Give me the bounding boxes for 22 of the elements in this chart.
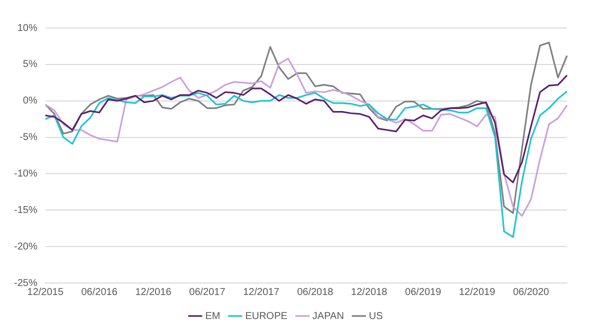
legend-label: JAPAN bbox=[312, 310, 344, 322]
legend-label: US bbox=[368, 310, 384, 322]
x-tick-label: 12/2017 bbox=[243, 286, 280, 298]
y-tick-label: 5% bbox=[22, 59, 38, 70]
y-tick-label: -25% bbox=[14, 278, 38, 289]
legend-label: EUROPE bbox=[245, 310, 288, 322]
y-tick-label: -5% bbox=[20, 132, 38, 144]
x-tick-label: 06/2017 bbox=[189, 286, 226, 298]
x-tick-label: 12/2018 bbox=[351, 286, 388, 298]
x-tick-label: 06/2016 bbox=[81, 286, 118, 298]
x-tick-label: 06/2018 bbox=[297, 286, 334, 298]
legend-label: EM bbox=[205, 310, 220, 322]
y-tick-label: -20% bbox=[14, 241, 38, 252]
x-tick-label: 06/2020 bbox=[512, 286, 550, 298]
x-tick-label: 12/2015 bbox=[27, 286, 64, 298]
x-tick-label: 12/2019 bbox=[458, 286, 496, 298]
y-tick-label: 0% bbox=[22, 96, 38, 107]
y-tick-label: 10% bbox=[17, 22, 38, 34]
x-tick-label: 12/2016 bbox=[135, 286, 172, 298]
x-tick-label: 06/2019 bbox=[405, 286, 442, 298]
y-tick-label: -15% bbox=[14, 204, 38, 216]
y-tick-label: -10% bbox=[14, 168, 38, 180]
